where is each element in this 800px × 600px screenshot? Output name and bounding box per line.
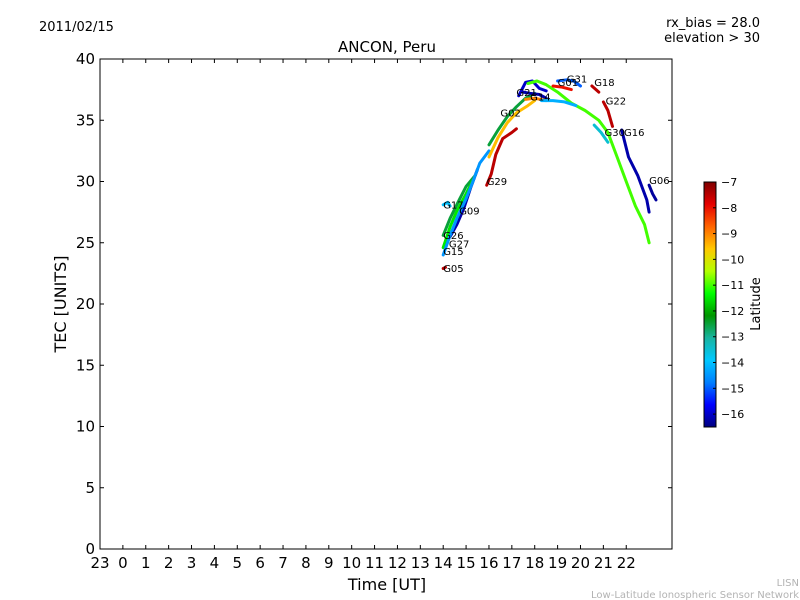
series-line-g05 bbox=[441, 265, 447, 270]
series-label-g05: G05 bbox=[443, 264, 463, 275]
y-tick-label: 40 bbox=[76, 50, 95, 68]
series-line-g26 bbox=[441, 173, 477, 237]
x-tick-label: 23 bbox=[90, 554, 109, 572]
rx-bias-label: rx_bias = 28.0 bbox=[666, 16, 760, 31]
x-tick-label: 13 bbox=[411, 554, 430, 572]
y-tick-label: 30 bbox=[76, 173, 95, 191]
y-tick-label: 5 bbox=[85, 479, 95, 497]
series-line-g02 bbox=[487, 99, 537, 159]
x-tick-label: 6 bbox=[255, 554, 265, 572]
y-axis-label: TEC [UNITS] bbox=[51, 256, 70, 354]
series-line-g02b bbox=[487, 91, 537, 147]
x-tick-label: 0 bbox=[118, 554, 128, 572]
colorbar-gradient bbox=[703, 181, 717, 428]
x-tick-label: 14 bbox=[434, 554, 453, 572]
series-label-g14: G14 bbox=[530, 93, 550, 104]
colorbar-tick-label: −10 bbox=[721, 253, 744, 266]
x-axis-label: Time [UT] bbox=[347, 575, 426, 594]
x-tick-label: 15 bbox=[457, 554, 476, 572]
x-tick-label: 2 bbox=[164, 554, 174, 572]
x-tick-label: 12 bbox=[388, 554, 407, 572]
x-tick-label: 21 bbox=[594, 554, 613, 572]
series-label-g17: G17 bbox=[443, 200, 463, 211]
y-tick-label: 20 bbox=[76, 295, 95, 313]
date-label: 2011/02/15 bbox=[39, 20, 114, 35]
series-line-g15 bbox=[441, 149, 491, 257]
series-label-g16: G16 bbox=[624, 128, 644, 139]
series-line-g31 bbox=[556, 78, 582, 88]
series-line-g30 bbox=[592, 123, 610, 144]
x-tick-label: 11 bbox=[365, 554, 384, 572]
series-line-g01 bbox=[526, 79, 651, 245]
series-line-g22 bbox=[601, 100, 614, 128]
series-label-g31: G31 bbox=[567, 74, 587, 85]
x-tick-label: 10 bbox=[342, 554, 361, 572]
colorbar-label: Latitude bbox=[749, 277, 764, 331]
series-label-g15: G15 bbox=[443, 247, 463, 258]
x-axis: 23 0 1 2 3 4 5 6 7 8 9 10 11 12 13 14 15 16 17 18 19 20 21 22 bbox=[90, 59, 636, 572]
series-label-g27: G27 bbox=[449, 240, 469, 251]
x-tick-label: 7 bbox=[278, 554, 288, 572]
footer-short: LISN bbox=[777, 578, 799, 589]
series-label-g30: G30 bbox=[605, 128, 625, 139]
colorbar-tick-label: −12 bbox=[721, 305, 744, 318]
colorbar: −7 −8 −9 −10 −11 −12 −13 −14 −15 −16 bbox=[703, 176, 744, 428]
colorbar-tick-label: −14 bbox=[721, 357, 744, 370]
series-line-g14 bbox=[521, 90, 548, 100]
series-line-g01b bbox=[551, 84, 573, 92]
footer-long: Low-Latitude Ionospheric Sensor Network bbox=[591, 590, 799, 600]
x-tick-label: 8 bbox=[301, 554, 311, 572]
elevation-label: elevation > 30 bbox=[664, 31, 760, 46]
x-tick-label: 19 bbox=[548, 554, 567, 572]
x-tick-label: 17 bbox=[502, 554, 521, 572]
series-line-g29 bbox=[485, 127, 518, 187]
colorbar-tick-label: −9 bbox=[721, 228, 737, 241]
colorbar-tick-label: −8 bbox=[721, 202, 737, 215]
colorbar-tick-label: −13 bbox=[721, 331, 744, 344]
series-line-g12 bbox=[540, 99, 578, 108]
series-line-g06 bbox=[647, 183, 658, 202]
x-tick-label: 1 bbox=[141, 554, 151, 572]
series-line-g16 bbox=[620, 128, 651, 214]
x-tick-label: 3 bbox=[187, 554, 197, 572]
y-tick-label: 35 bbox=[76, 111, 95, 129]
series-layer bbox=[441, 78, 658, 270]
series-label-g22: G22 bbox=[606, 96, 626, 107]
x-tick-label: 4 bbox=[210, 554, 220, 572]
series-label-g01: G01 bbox=[558, 78, 578, 89]
series-line-g17 bbox=[441, 200, 452, 208]
x-tick-label: 20 bbox=[571, 554, 590, 572]
series-label-g02: G02 bbox=[500, 109, 520, 120]
colorbar-tick-label: −7 bbox=[721, 176, 737, 189]
colorbar-tick-label: −11 bbox=[721, 279, 744, 292]
series-label-g26: G26 bbox=[443, 231, 463, 242]
series-label-g06: G06 bbox=[649, 176, 669, 187]
series-label-g09: G09 bbox=[459, 207, 479, 218]
series-label-g18: G18 bbox=[594, 78, 614, 89]
x-tick-label: 5 bbox=[233, 554, 243, 572]
series-label-g29: G29 bbox=[487, 177, 507, 188]
y-tick-label: 10 bbox=[76, 418, 95, 436]
y-tick-label: 15 bbox=[76, 356, 95, 374]
series-line-g18 bbox=[590, 84, 601, 94]
y-axis: 0 5 10 15 20 25 30 35 40 bbox=[76, 50, 672, 558]
x-tick-label: 18 bbox=[525, 554, 544, 572]
colorbar-tick-label: −16 bbox=[721, 408, 744, 421]
y-tick-label: 25 bbox=[76, 234, 95, 252]
y-tick-label: 0 bbox=[85, 540, 95, 558]
plot-area bbox=[100, 59, 672, 549]
x-tick-label: 9 bbox=[324, 554, 334, 572]
x-tick-label: 22 bbox=[617, 554, 636, 572]
colorbar-tick-label: −15 bbox=[721, 382, 744, 395]
x-tick-label: 16 bbox=[479, 554, 498, 572]
chart-title: ANCON, Peru bbox=[338, 38, 436, 56]
series-label-g21: G21 bbox=[516, 88, 536, 99]
